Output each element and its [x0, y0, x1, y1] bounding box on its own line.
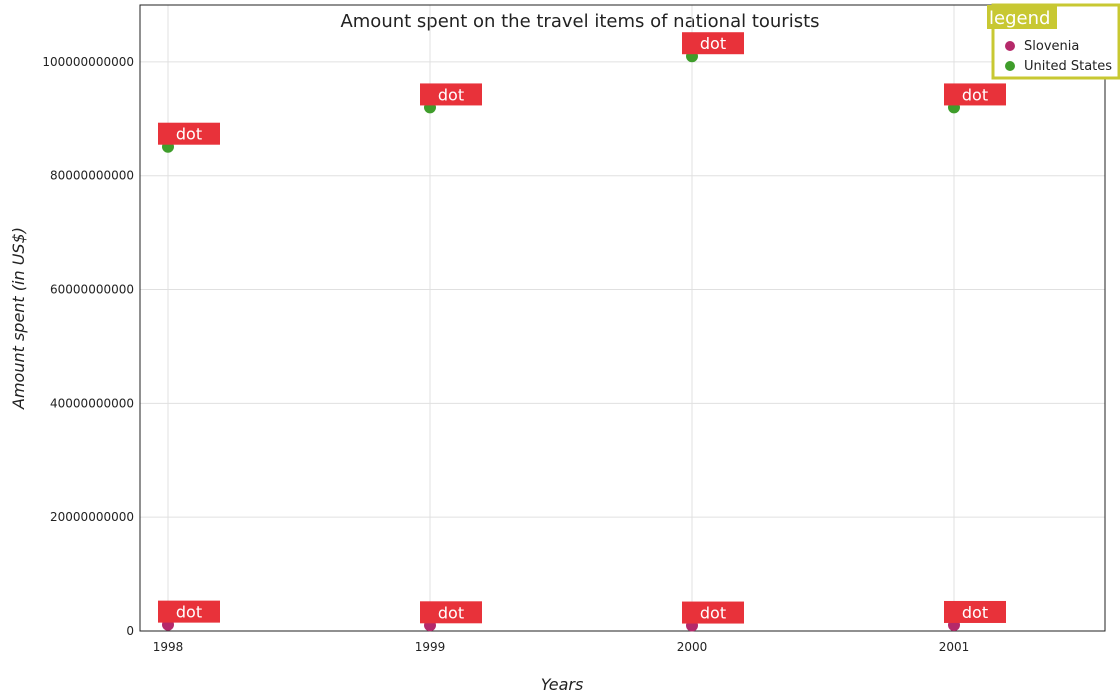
point-annotation-label: dot: [700, 34, 726, 53]
point-annotation-label: dot: [176, 125, 202, 144]
point-annotation-badge: [944, 600, 1006, 623]
x-axis-ticks: 1998 1999 2000 2001: [153, 640, 970, 654]
y-tick-label: 80000000000: [50, 169, 134, 183]
point-annotation-badge: [944, 83, 1006, 106]
point-annotation-label: dot: [962, 85, 988, 104]
x-tick-label: 2001: [939, 640, 970, 654]
legend-marker-united-states: [1005, 61, 1015, 71]
point-annotation-badge: [420, 83, 482, 106]
x-tick-label: 2000: [677, 640, 708, 654]
x-tick-label: 1998: [153, 640, 184, 654]
legend-marker-slovenia: [1005, 41, 1015, 51]
x-axis-label: Years: [541, 675, 584, 694]
point-annotation-label: dot: [438, 603, 464, 622]
legend-label-united-states: United States: [1024, 59, 1112, 74]
y-axis-ticks: 0 20000000000 40000000000 60000000000 800000…: [42, 55, 134, 638]
point-annotation-badge: [682, 601, 744, 624]
point-annotation-badge: [682, 32, 744, 55]
data-points: dot dot dot dot dot dot dot dot: [158, 32, 1006, 632]
point-annotation-badge: [158, 122, 220, 145]
y-tick-label: 60000000000: [50, 283, 134, 297]
y-tick-label: 20000000000: [50, 510, 134, 524]
chart-title: Amount spent on the travel items of nati…: [340, 11, 819, 32]
plot-frame: [139, 4, 1106, 632]
point-annotation-label: dot: [438, 85, 464, 104]
y-tick-label: 100000000000: [42, 55, 134, 69]
point-annotation-label: dot: [700, 604, 726, 623]
grid: [140, 5, 1105, 632]
y-tick-label: 40000000000: [50, 396, 134, 410]
legend: legend Slovenia United States: [987, 3, 1120, 80]
point-annotation-label: dot: [176, 603, 202, 622]
x-tick-label: 1999: [415, 640, 446, 654]
legend-label-slovenia: Slovenia: [1024, 39, 1079, 54]
y-axis-label: Amount spent (in US$): [9, 227, 28, 410]
point-annotation-badge: [420, 601, 482, 624]
y-tick-label: 0: [126, 624, 134, 638]
point-annotation-badge: [158, 600, 220, 623]
legend-title-bg: [987, 5, 1057, 29]
legend-title: legend: [989, 8, 1050, 29]
point-annotation-label: dot: [962, 603, 988, 622]
